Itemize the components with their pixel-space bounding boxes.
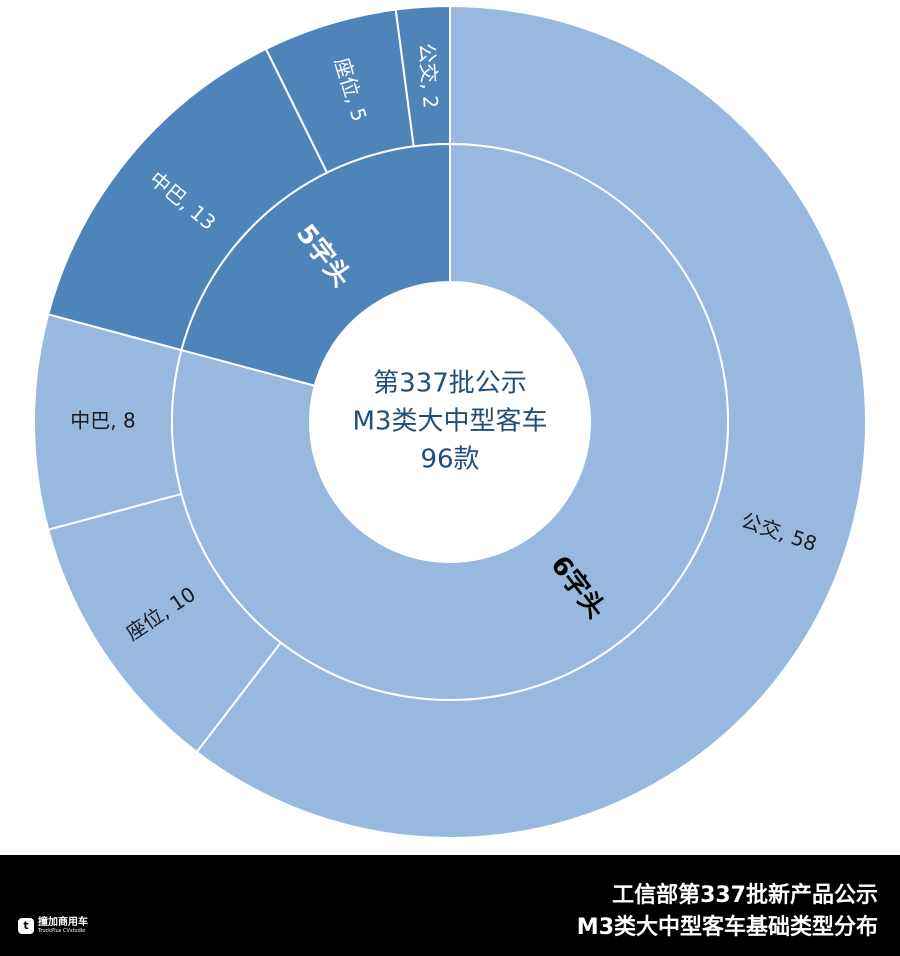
footer-line: 工信部第337批新产品公示 xyxy=(612,883,878,908)
center-text: 96款 xyxy=(420,445,479,475)
center-text: 第337批公示 xyxy=(373,369,527,399)
inner-segment xyxy=(171,142,729,701)
logo: t 撞加商用车 TruckPlus CVstudio xyxy=(18,917,88,934)
center-text: M3类大中型客车 xyxy=(353,407,548,437)
logo-icon: t xyxy=(18,917,34,934)
footer: 工信部第337批新产品公示 M3类大中型客车基础类型分布 t 撞加商用车 Tru… xyxy=(0,855,900,956)
inner-segment xyxy=(180,142,451,387)
logo-text: 撞加商用车 TruckPlus CVstudio xyxy=(38,917,88,934)
logo-subtitle: TruckPlus CVstudio xyxy=(38,928,86,934)
segment-label: 公交, 2 xyxy=(415,42,443,109)
segment-label: 中巴, 8 xyxy=(70,409,135,433)
footer-line: M3类大中型客车基础类型分布 xyxy=(576,915,878,940)
logo-name: 撞加商用车 xyxy=(38,917,88,928)
